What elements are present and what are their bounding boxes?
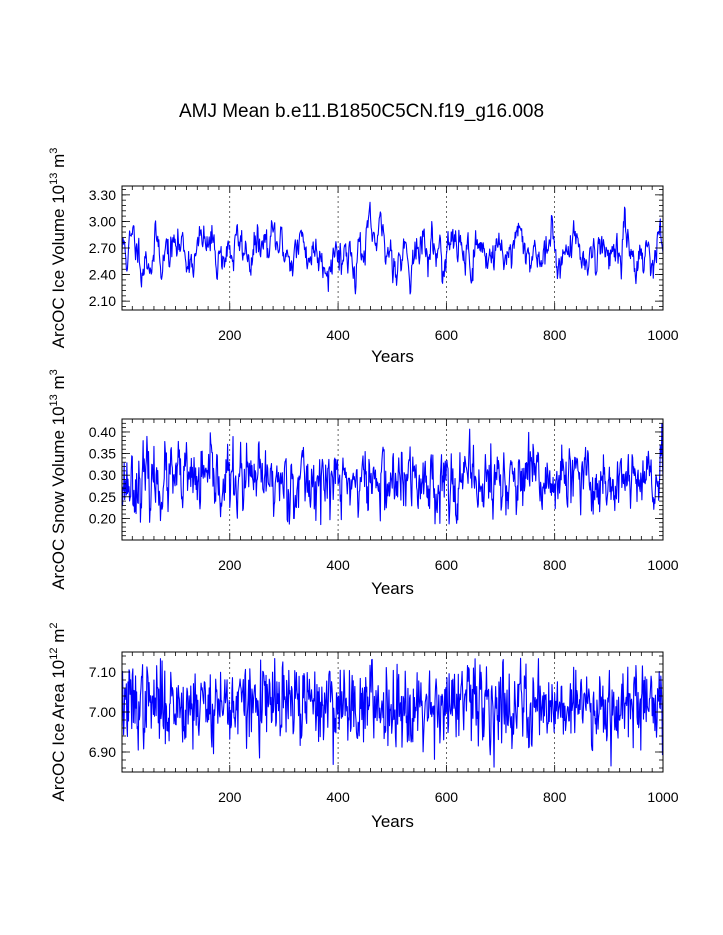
y-tick-label: 3.30: [89, 187, 116, 203]
x-tick-label: 800: [543, 557, 567, 573]
x-tick-label: 600: [435, 789, 459, 805]
x-axis-label: Years: [371, 812, 414, 831]
series-line: [121, 423, 664, 526]
y-tick-label: 0.20: [89, 510, 116, 526]
y-axis-label-text: m: [49, 154, 68, 173]
y-axis-label: ArcOC Snow Volume 1013 m3: [48, 369, 68, 590]
y-axis-label-exponent: 2: [48, 623, 60, 629]
x-tick-label: 400: [326, 789, 350, 805]
y-axis-label-exponent: 3: [48, 148, 60, 154]
x-axis-label: Years: [371, 579, 414, 598]
y-axis-label-text: m: [49, 375, 68, 394]
y-axis-label: ArcOC Ice Area 1012 m2: [48, 623, 68, 802]
y-tick-label: 0.35: [89, 446, 116, 462]
x-axis-label: Years: [371, 347, 414, 366]
y-axis-label-exponent: 12: [48, 648, 60, 660]
y-axis-label-exponent: 13: [48, 394, 60, 406]
y-axis-label-exponent: 13: [48, 173, 60, 185]
y-axis-label-text: m: [49, 629, 68, 648]
chart-panel-1: 3.30 3.00 2.70 2.40 2.10 200 400 600 800 1000 Year…: [48, 148, 679, 366]
y-tick-label: 0.25: [89, 489, 116, 505]
x-tick-label: 400: [326, 557, 350, 573]
y-tick-label: 7.10: [89, 664, 116, 680]
y-axis-label-exponent: 3: [48, 369, 60, 375]
y-axis-label-text: ArcOC Ice Area 10: [49, 660, 68, 802]
y-tick-label: 2.70: [89, 240, 116, 256]
x-tick-label: 800: [543, 789, 567, 805]
x-tick-label: 400: [326, 327, 350, 343]
series-line: [121, 657, 664, 768]
x-tick-label: 200: [218, 327, 242, 343]
y-tick-label: 0.30: [89, 467, 116, 483]
y-tick-label: 3.00: [89, 213, 116, 229]
x-tick-label: 1000: [647, 557, 678, 573]
y-tick-label: 0.40: [89, 424, 116, 440]
x-tick-label: 600: [435, 557, 459, 573]
figure-title: AMJ Mean b.e11.B1850C5CN.f19_g16.008: [178, 101, 545, 122]
x-tick-label: 200: [218, 789, 242, 805]
x-tick-label: 1000: [647, 789, 678, 805]
series-line: [121, 201, 664, 295]
y-tick-label: 7.00: [89, 704, 116, 720]
x-tick-label: 600: [435, 327, 459, 343]
y-tick-label: 2.10: [89, 293, 116, 309]
plot-frame: [121, 185, 664, 311]
x-tick-label: 1000: [647, 327, 678, 343]
y-axis-label-text: ArcOC Ice Volume 10: [49, 185, 68, 348]
y-axis-label-text: ArcOC Snow Volume 10: [49, 406, 68, 589]
chart-panel-3: 7.10 7.00 6.90 200 400 600 800 1000 Years ArcOC I…: [48, 623, 679, 832]
y-axis-label: ArcOC Ice Volume 1013 m3: [48, 148, 68, 349]
x-tick-label: 200: [218, 557, 242, 573]
y-tick-label: 2.40: [89, 267, 116, 283]
y-tick-label: 6.90: [89, 744, 116, 760]
x-tick-label: 800: [543, 327, 567, 343]
chart-panel-2: 0.40 0.35 0.30 0.25 0.20 200 400 600 800 1000 Year…: [48, 369, 679, 598]
